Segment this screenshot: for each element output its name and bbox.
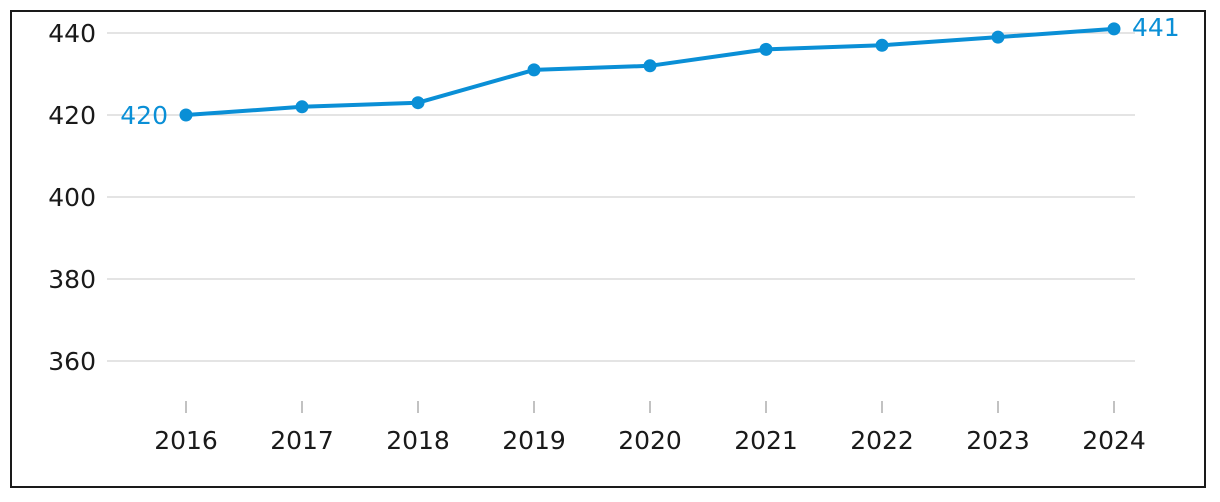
data-point-2020 xyxy=(643,59,657,73)
x-tick-label-2024: 2024 xyxy=(1082,426,1146,455)
x-tick-label-2020: 2020 xyxy=(618,426,682,455)
data-labels: 420 441 xyxy=(120,13,1179,130)
x-tick-label-2019: 2019 xyxy=(502,426,566,455)
x-tick-label-2023: 2023 xyxy=(966,426,1030,455)
data-point-2022 xyxy=(875,38,889,52)
x-tick-label-2017: 2017 xyxy=(270,426,334,455)
data-point-2016 xyxy=(179,108,193,122)
y-tick-label-420: 420 xyxy=(48,101,96,130)
x-tick-label-2021: 2021 xyxy=(734,426,798,455)
y-axis-tick-labels: 360 380 400 420 440 xyxy=(48,19,96,376)
data-points xyxy=(179,22,1121,122)
first-point-label: 420 xyxy=(120,101,168,130)
x-tick-label-2018: 2018 xyxy=(386,426,450,455)
data-point-2019 xyxy=(527,63,541,77)
y-tick-label-380: 380 xyxy=(48,265,96,294)
last-point-label: 441 xyxy=(1132,13,1180,42)
data-point-2021 xyxy=(759,42,773,56)
y-tick-label-400: 400 xyxy=(48,183,96,212)
x-tick-label-2022: 2022 xyxy=(850,426,914,455)
data-point-2023 xyxy=(991,30,1005,44)
x-tick-label-2016: 2016 xyxy=(154,426,218,455)
data-point-2024 xyxy=(1107,22,1121,36)
x-axis-ticks: 2016 2017 2018 2019 2020 2021 2022 2023 2024 xyxy=(154,401,1146,455)
gridlines xyxy=(107,32,1135,362)
y-tick-label-360: 360 xyxy=(48,347,96,376)
data-point-2018 xyxy=(411,96,425,110)
chart-frame: 360 380 400 420 440 2016 2017 2018 2019 2020 2021… xyxy=(10,10,1206,488)
data-point-2017 xyxy=(295,100,309,114)
y-tick-label-440: 440 xyxy=(48,19,96,48)
